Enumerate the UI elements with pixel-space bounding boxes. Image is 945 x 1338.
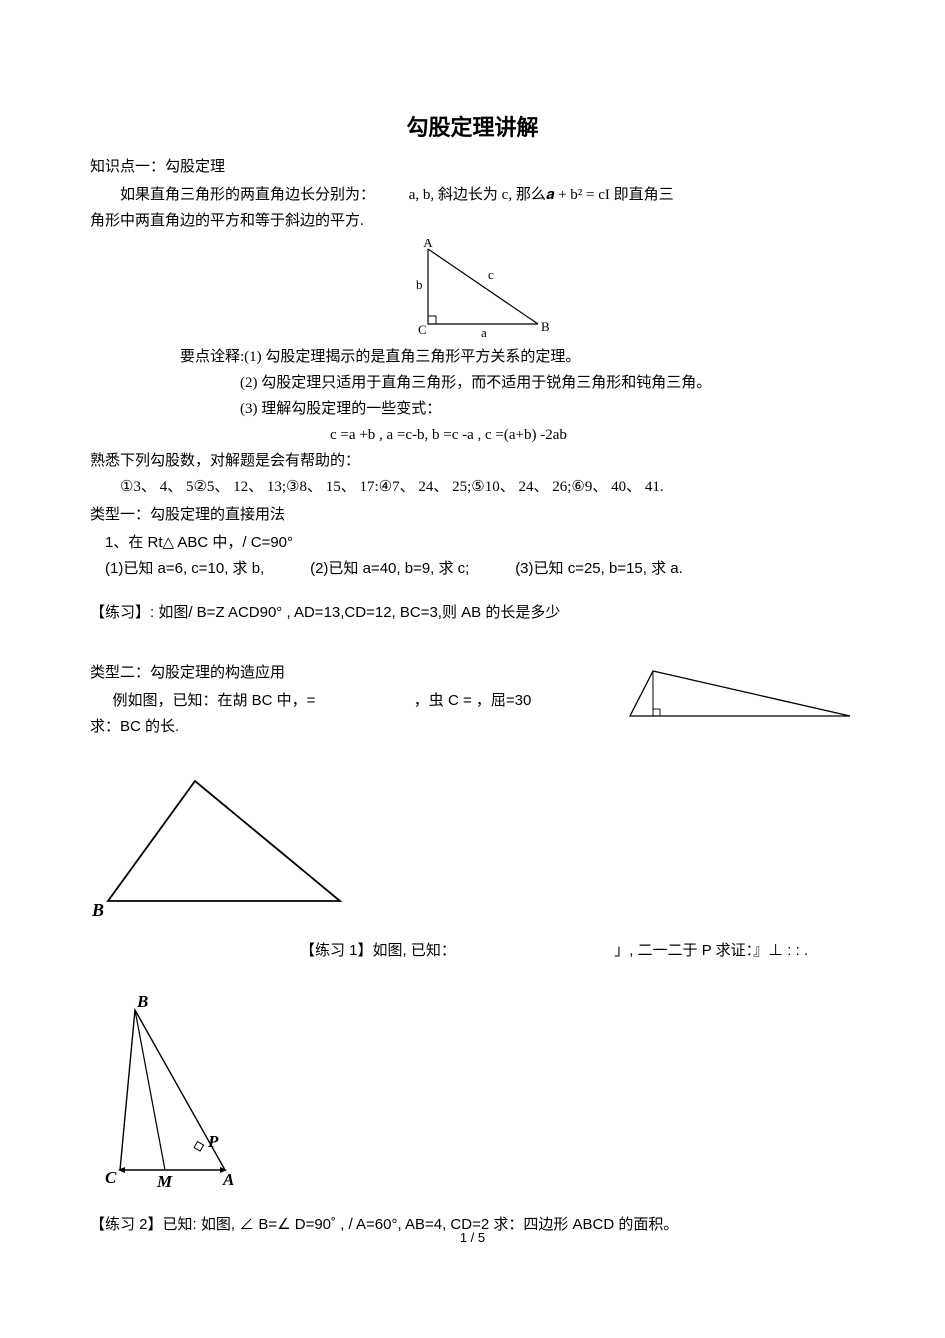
fig1-label-a: a xyxy=(481,325,487,339)
fig1-label-C: C xyxy=(418,322,427,337)
type1-subs: (1)已知 a=6, c=10, 求 b, (2)已知 a=40, b=9, 求… xyxy=(90,557,855,581)
kp1-line1: 如果直角三角形的两直角边长分别为： a, b, 斜边长为 c, 那么𝒂 + b²… xyxy=(90,183,855,207)
ex1-text-b: 」, 二一二于 P 求证：』⊥ : : . xyxy=(614,942,808,959)
type2-ex-b: ，虫 C = ，屈=30 xyxy=(414,692,532,709)
kp1-line2: 角形中两直角边的平方和等于斜边的平方. xyxy=(90,209,855,233)
fig4-label-M: M xyxy=(156,1172,173,1191)
fig3-label-B: B xyxy=(91,900,104,920)
kp1-heading: 知识点一：勾股定理 xyxy=(90,155,855,179)
ex-label: 【练习】: xyxy=(90,604,154,621)
familiar-line: 熟悉下列勾股数，对解题是会有帮助的： xyxy=(90,449,855,473)
ex1-text-a: 如图, 已知： xyxy=(373,942,456,959)
ex1-line: 【练习 1】如图, 已知： 」, 二一二于 P 求证：』⊥ : : . xyxy=(90,939,855,963)
exercise-line: 【练习】: 如图/ B=Z ACD90° , AD=13,CD=12, BC=3… xyxy=(90,601,855,625)
fig4-label-P: P xyxy=(207,1132,219,1151)
figure-3: B xyxy=(90,771,855,921)
fig4-label-A: A xyxy=(222,1170,234,1189)
figure-4: B C M A P xyxy=(90,995,855,1195)
fig1-label-A: A xyxy=(423,239,433,250)
note-line1: 要点诠释:(1) 勾股定理揭示的是直角三角形平方关系的定理。 xyxy=(90,345,855,369)
fig4-label-B: B xyxy=(136,995,148,1011)
type1-sub2: (2)已知 a=40, b=9, 求 c; xyxy=(310,560,469,577)
type2-ex-a: 例如图，已知：在胡 BC 中，= xyxy=(113,692,316,709)
page-title: 勾股定理讲解 xyxy=(90,110,855,145)
fig1-label-B: B xyxy=(541,319,550,334)
triangle-b-icon: B xyxy=(90,771,350,921)
kp1-line1a: 如果直角三角形的两直角边长分别为： xyxy=(120,187,375,203)
ex-text: 如图/ B=Z ACD90° , AD=13,CD=12, BC=3,则 AB … xyxy=(158,604,560,621)
note2: (2) 勾股定理只适用于直角三角形，而不适用于锐角三角形和钝角三角。 xyxy=(90,371,855,395)
figure-2 xyxy=(625,661,855,741)
ex1-label: 【练习 1】 xyxy=(300,942,373,959)
note1: (1) 勾股定理揭示的是直角三角形平方关系的定理。 xyxy=(244,349,580,365)
type2-block: 类型二：勾股定理的构造应用 例如图，已知：在胡 BC 中，= ，虫 C = ，屈… xyxy=(90,661,855,741)
page: 勾股定理讲解 知识点一：勾股定理 如果直角三角形的两直角边长分别为： a, b,… xyxy=(0,0,945,1279)
kp1-line1b: a, b, 斜边长为 c, 那么𝒂 + b² = cI 即直角三 xyxy=(409,187,674,203)
type1-sub3: (3)已知 c=25, b=15, 求 a. xyxy=(515,560,683,577)
figure-1: A B C b a c xyxy=(90,239,855,339)
triangle-abc-icon: A B C b a c xyxy=(388,239,558,339)
note-heading: 要点诠释: xyxy=(180,349,244,365)
fig1-label-c: c xyxy=(488,267,494,282)
type1-sub1: (1)已知 a=6, c=10, 求 b, xyxy=(105,560,264,577)
note3-formula: c =a +b , a =c-b, b =c -a , c =(a+b) -2a… xyxy=(90,423,855,447)
fig1-label-b: b xyxy=(416,277,423,292)
obtuse-triangle-icon xyxy=(625,661,855,741)
type1-heading: 类型一：勾股定理的直接用法 xyxy=(90,503,855,527)
fig4-label-C: C xyxy=(105,1168,117,1187)
note3: (3) 理解勾股定理的一些变式： xyxy=(90,397,855,421)
triangle-bcma-icon: B C M A P xyxy=(105,995,275,1195)
type1-q1: 1、在 Rt△ ABC 中，/ C=90° xyxy=(90,531,855,555)
page-footer: 1 / 5 xyxy=(0,1228,945,1249)
triples-line: ①3、 4、 5②5、 12、 13;③8、 15、 17:④7、 24、 25… xyxy=(90,475,855,499)
